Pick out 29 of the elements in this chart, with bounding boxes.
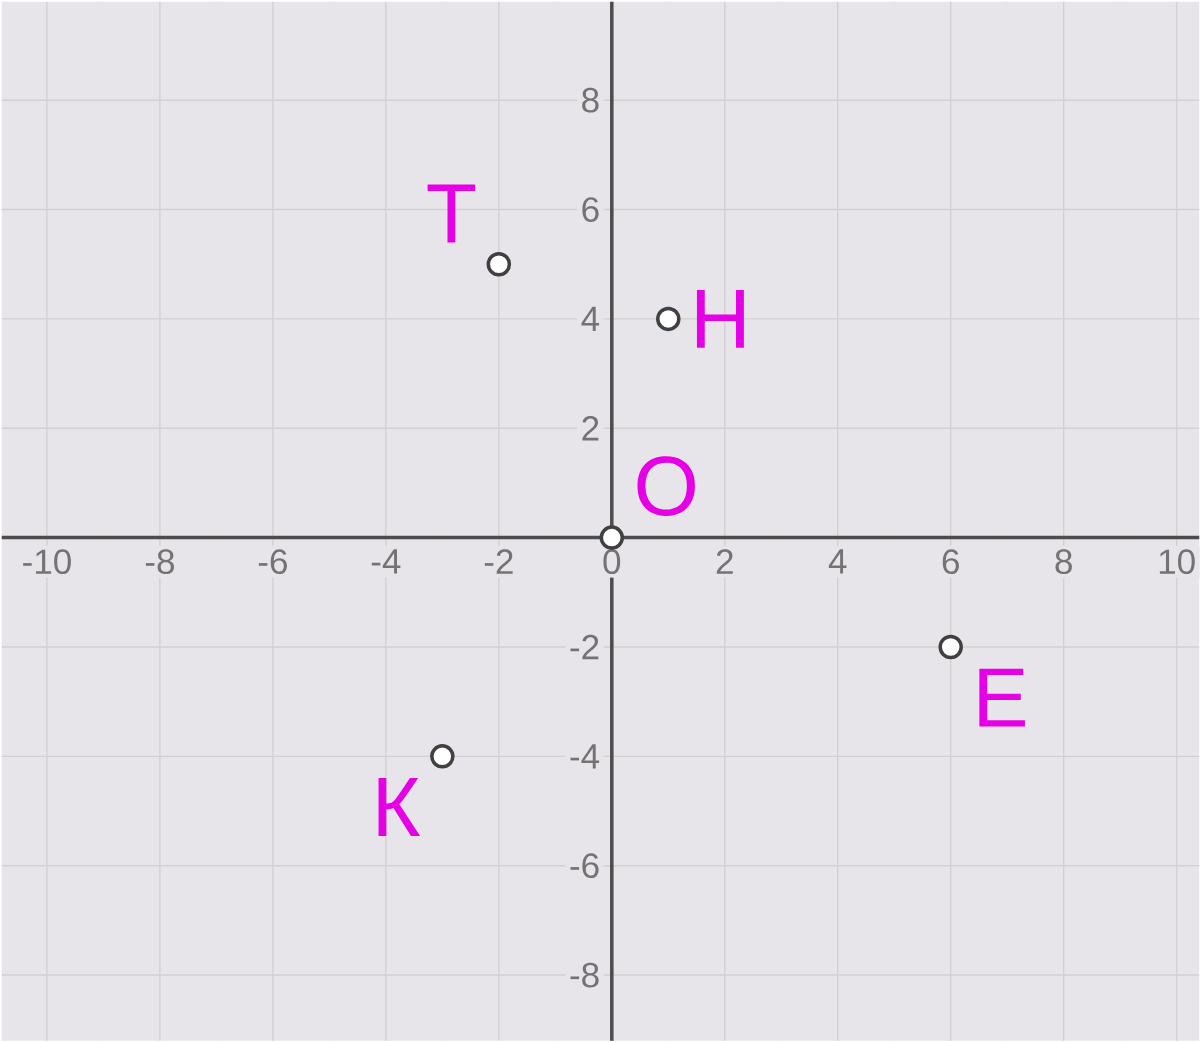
x-tick-label: 6 [942,549,959,574]
point [656,306,681,331]
x-tick-label: -6 [258,549,287,574]
annotation: О [637,456,695,516]
point [938,634,963,660]
point [599,525,625,550]
y-tick-label: -4 [570,744,600,769]
x-tick-label: 0 [603,549,621,574]
point [486,251,512,277]
y-tick-label: 4 [581,306,600,331]
x-tick-label: 10 [1159,549,1195,574]
x-tick-label: -8 [145,549,174,574]
y-tick-label: -8 [570,962,599,988]
annotation: Т [427,184,476,243]
y-tick-label: 8 [582,87,599,113]
y-tick-label: -6 [570,853,599,878]
annotation: Е [979,668,1025,727]
x-tick-label: -2 [484,549,513,574]
x-tick-label: 8 [1055,549,1072,574]
y-tick-label: -2 [570,634,599,659]
y-tick-label: 6 [582,196,599,222]
annotation: Н [696,289,744,348]
annotation: К [378,777,421,836]
y-tick-label: 2 [582,415,599,441]
x-tick-label: 2 [716,549,733,574]
x-tick-label: -4 [371,549,401,574]
point [430,743,455,769]
x-tick-label: -10 [23,549,71,574]
x-tick-label: 4 [828,549,847,574]
